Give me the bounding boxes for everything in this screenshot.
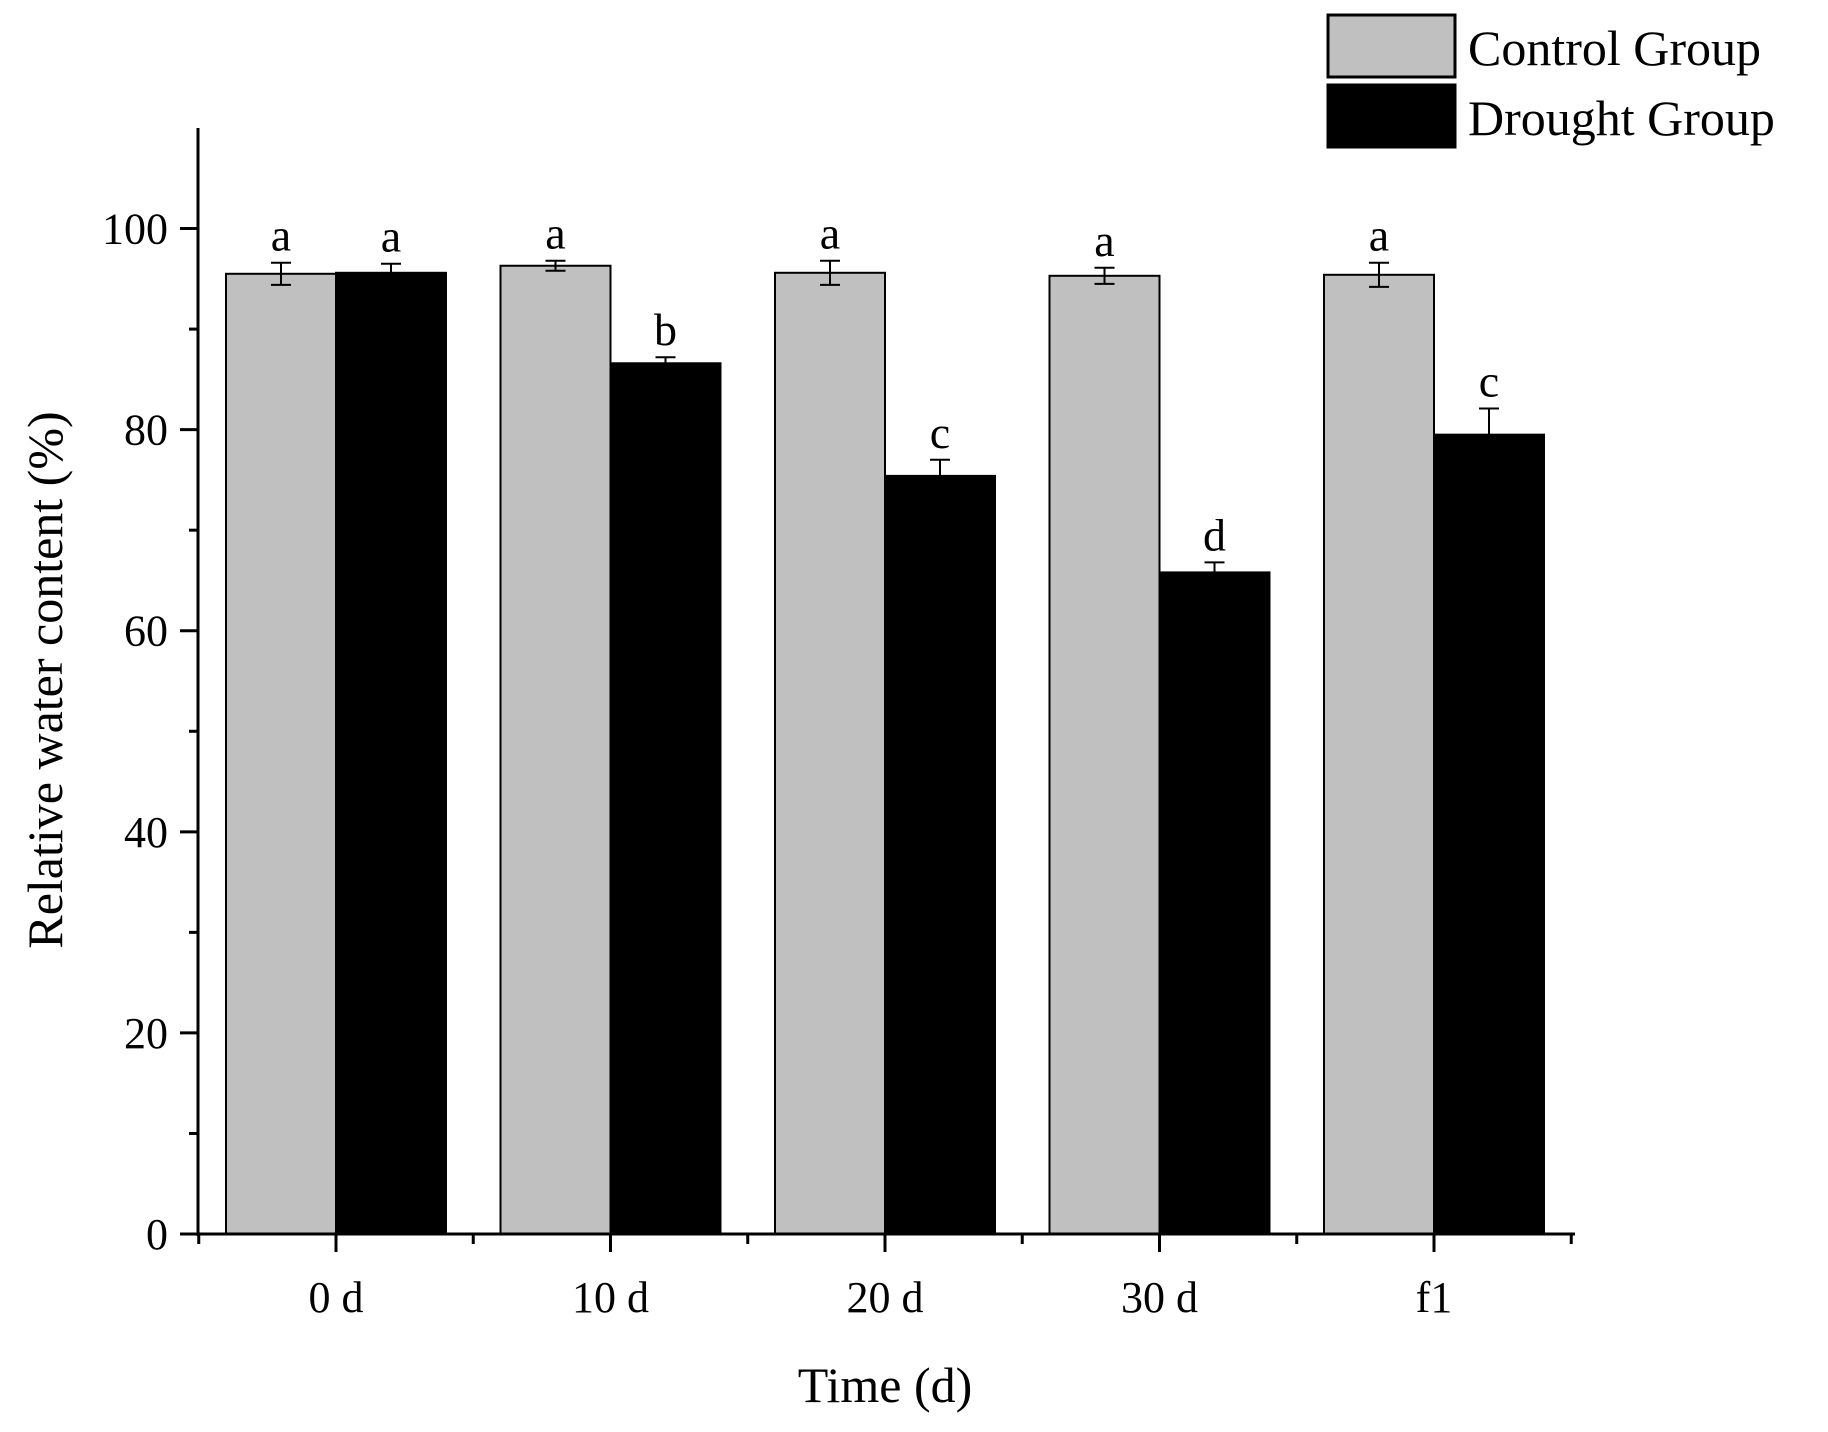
significance-letter-drought: a	[381, 211, 401, 262]
significance-letter-drought: c	[930, 407, 950, 458]
significance-letter-control: a	[1094, 215, 1114, 266]
legend-swatch-drought	[1326, 83, 1457, 149]
x-tick-label: f1	[1416, 1273, 1453, 1322]
bar-control	[225, 272, 337, 1236]
y-tick-label: 40	[124, 808, 168, 857]
x-tick-label: 10 d	[572, 1273, 649, 1322]
y-ticks: 0 20 40 60 80 100	[102, 205, 198, 1259]
legend-label-control: Control Group	[1468, 20, 1761, 76]
x-ticks: 0 d 10 d 20 d 30 d f1	[197, 1234, 1573, 1322]
bar-drought	[1433, 433, 1545, 1235]
bar-control	[1323, 273, 1435, 1235]
y-axis-title: Relative water content (%)	[17, 411, 73, 948]
bar-drought	[1158, 571, 1271, 1235]
bar-drought	[884, 474, 996, 1235]
y-tick-label: 60	[124, 607, 168, 656]
y-tick-label: 100	[102, 205, 168, 254]
bar-control	[1048, 274, 1161, 1235]
legend-label-drought: Drought Group	[1468, 90, 1775, 146]
significance-letter-drought: b	[654, 304, 677, 355]
significance-letter-drought: c	[1479, 356, 1499, 407]
x-tick-label: 30 d	[1121, 1273, 1198, 1322]
bar-control	[499, 264, 612, 1236]
significance-letters-layer: a a a a a a b c d c	[271, 208, 1499, 561]
x-tick-label: 0 d	[309, 1273, 364, 1322]
bars-layer	[225, 264, 1545, 1236]
significance-letter-control: a	[545, 208, 565, 259]
error-bars-layer	[271, 259, 1499, 584]
bar-control	[774, 271, 886, 1235]
x-tick-label: 20 d	[847, 1273, 924, 1322]
y-tick-label: 80	[124, 406, 168, 455]
y-tick-label: 20	[124, 1009, 168, 1058]
significance-letter-control: a	[820, 208, 840, 259]
y-tick-label: 0	[146, 1210, 168, 1259]
legend: Control Group Drought Group	[1326, 13, 1775, 149]
significance-letter-drought: d	[1203, 509, 1226, 560]
x-axis-title: Time (d)	[798, 1357, 973, 1413]
legend-swatch-control	[1326, 13, 1457, 79]
bar-drought	[609, 362, 722, 1235]
significance-letter-control: a	[271, 210, 291, 261]
significance-letter-control: a	[1369, 210, 1389, 261]
bar-drought	[335, 271, 447, 1235]
